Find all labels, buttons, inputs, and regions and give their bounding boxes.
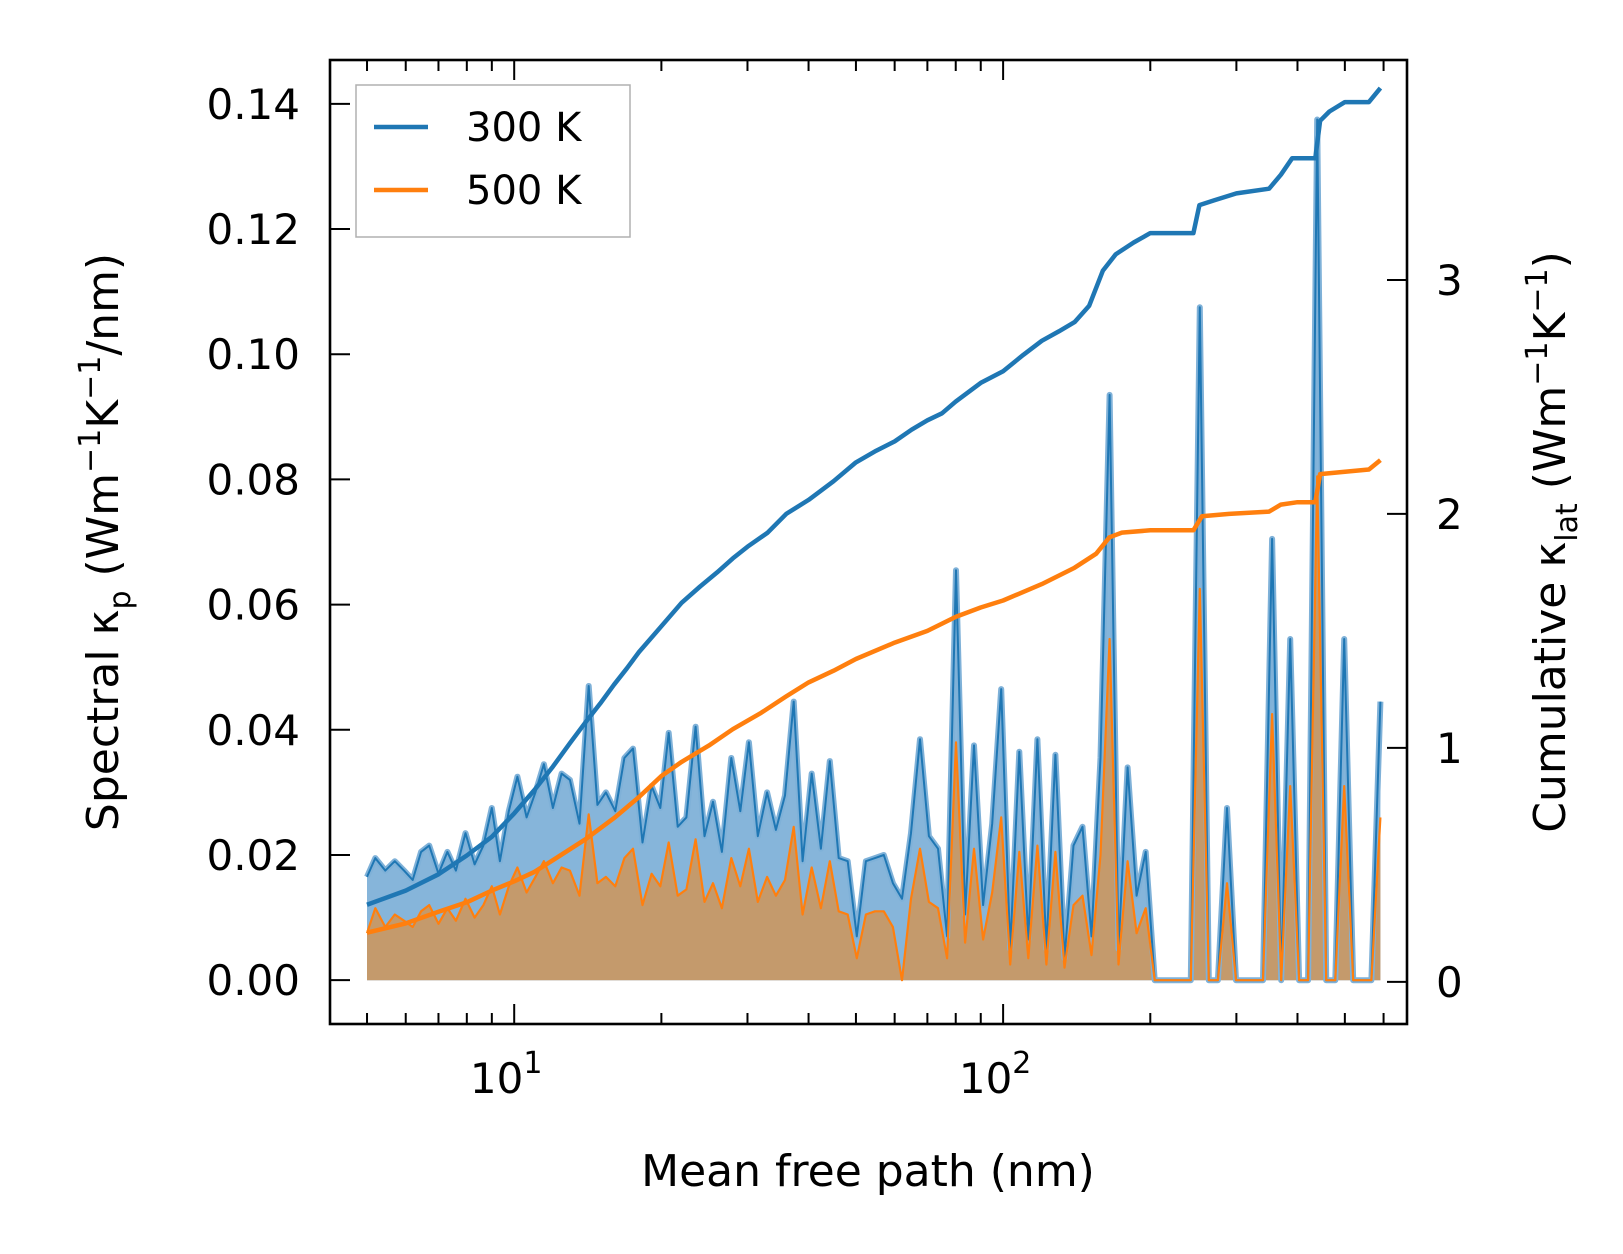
cumulative-line-300k [366, 86, 1383, 907]
tick-labels: 101 102 0.00 0.02 0.04 0.06 0.08 0.10 0.12 0.14 0 1… [206, 80, 1462, 1103]
y-tick-label: 0.00 [206, 956, 300, 1005]
y2-tick-label: 0 [1436, 958, 1463, 1007]
y-tick-label: 0.12 [206, 205, 300, 254]
y-tick-label: 0.02 [206, 831, 300, 880]
y2-tick-label: 3 [1436, 256, 1463, 305]
spectral-line-layer [364, 116, 1384, 984]
y-tick-label: 0.08 [206, 455, 300, 504]
x-tick-label: 102 [959, 1046, 1032, 1103]
y-tick-label: 0.14 [206, 80, 300, 129]
spectral-line-500k [365, 475, 1382, 982]
cumulative-line-layer [366, 86, 1383, 935]
legend: 300 K 500 K [355, 84, 631, 238]
legend-label-500k: 500 K [466, 168, 583, 214]
tick-marks [330, 60, 1407, 1024]
legend-label-300k: 300 K [466, 105, 583, 151]
y2-axis-label: Cumulative κlat (Wm−1K−1) [1520, 251, 1585, 833]
y-tick-label: 0.06 [206, 581, 300, 630]
y-axis-label: Spectral κp (Wm−1K−1/nm) [73, 253, 138, 831]
x-axis-label: Mean free path (nm) [641, 1146, 1095, 1197]
plot-frame [328, 58, 1409, 1026]
x-tick-label: 101 [470, 1046, 543, 1103]
y-tick-label: 0.10 [206, 330, 300, 379]
legend-box [355, 84, 631, 238]
y2-tick-label: 1 [1436, 724, 1463, 773]
y2-tick-label: 2 [1436, 490, 1463, 539]
cumulative-line-500k [366, 458, 1382, 935]
y-tick-label: 0.04 [206, 706, 300, 755]
